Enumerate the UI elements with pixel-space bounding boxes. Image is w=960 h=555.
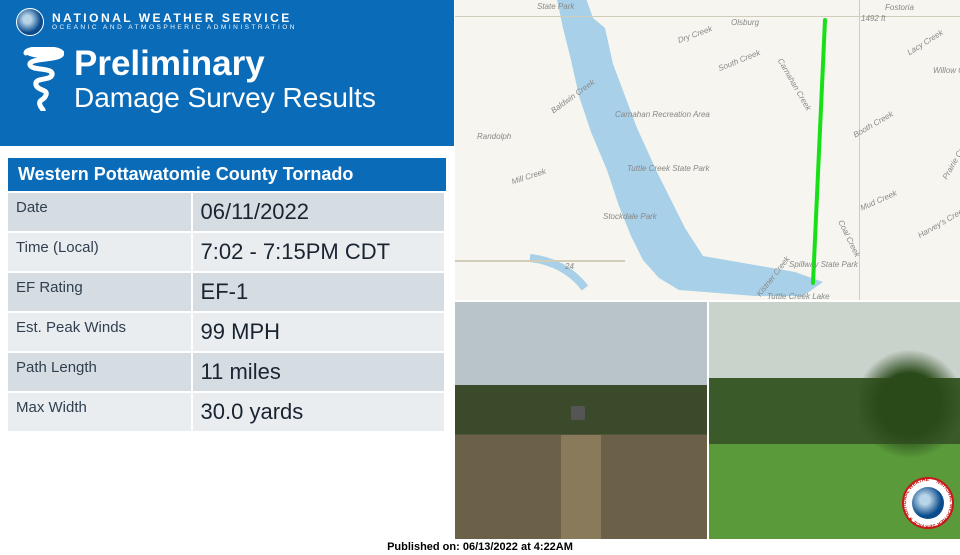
row-value: 30.0 yards — [192, 392, 445, 432]
header-bar: NATIONAL WEATHER SERVICE OCEANIC AND ATM… — [0, 0, 454, 146]
map-label: Randolph — [477, 132, 511, 141]
agency-line: NATIONAL WEATHER SERVICE OCEANIC AND ATM… — [10, 8, 444, 36]
table-row: Est. Peak Winds99 MPH — [8, 312, 445, 352]
row-label: Path Length — [8, 352, 192, 392]
footer-published: Published on: 06/13/2022 at 4:22AM — [0, 539, 960, 555]
row-value: 06/11/2022 — [192, 193, 445, 232]
map-label: Stockdale Park — [603, 212, 657, 221]
agency-name: NATIONAL WEATHER SERVICE — [52, 12, 297, 25]
map-label: 1492 ft — [861, 14, 885, 23]
agency-sub: OCEANIC AND ATMOSPHERIC ADMINISTRATION — [52, 25, 297, 32]
row-value: 7:02 - 7:15PM CDT — [192, 232, 445, 272]
row-label: Est. Peak Winds — [8, 312, 192, 352]
damage-photo-1 — [455, 302, 707, 539]
row-value: 11 miles — [192, 352, 445, 392]
row-label: Max Width — [8, 392, 192, 432]
svg-text:NATIONAL WEATHER SERVICE ★ NAT: NATIONAL WEATHER SERVICE ★ NATIONAL WEAT… — [902, 477, 954, 529]
table-row: Time (Local)7:02 - 7:15PM CDT — [8, 232, 445, 272]
event-title: Western Pottawatomie County Tornado — [8, 158, 446, 193]
map-label: Spillway State Park — [789, 260, 858, 269]
map-label: Olsburg — [731, 18, 759, 27]
table-row: Max Width30.0 yards — [8, 392, 445, 432]
title-line2: Damage Survey Results — [74, 83, 376, 112]
left-panel: NATIONAL WEATHER SERVICE OCEANIC AND ATM… — [0, 0, 454, 555]
title-block: Preliminary Damage Survey Results — [10, 36, 444, 112]
row-value: 99 MPH — [192, 312, 445, 352]
map: State ParkFostoriaOlsburg1492 ftDry Cree… — [455, 0, 960, 300]
tornado-track — [455, 0, 960, 300]
data-table-wrap: Western Pottawatomie County Tornado Date… — [0, 146, 454, 433]
data-table: Date06/11/2022Time (Local)7:02 - 7:15PM … — [8, 193, 446, 433]
table-row: Path Length11 miles — [8, 352, 445, 392]
row-label: Date — [8, 193, 192, 232]
map-panel: State ParkFostoriaOlsburg1492 ftDry Cree… — [455, 0, 960, 300]
map-label: State Park — [537, 2, 574, 11]
map-label: Willow Creek — [933, 66, 960, 75]
tornado-icon — [18, 47, 64, 111]
table-row: Date06/11/2022 — [8, 193, 445, 232]
map-label: Tuttle Creek State Park — [627, 164, 710, 173]
damage-photos — [455, 302, 960, 539]
nws-seal-icon: NATIONAL WEATHER SERVICE ★ NATIONAL WEAT… — [902, 477, 954, 529]
map-label: Tuttle Creek Lake — [767, 292, 830, 300]
title-line1: Preliminary — [74, 46, 376, 83]
row-label: EF Rating — [8, 272, 192, 312]
map-label: 24 — [565, 262, 574, 271]
table-row: EF RatingEF-1 — [8, 272, 445, 312]
noaa-logo-icon — [16, 8, 44, 36]
agency-text: NATIONAL WEATHER SERVICE OCEANIC AND ATM… — [52, 12, 297, 31]
map-label: Fostoria — [885, 3, 914, 12]
title-text: Preliminary Damage Survey Results — [74, 46, 376, 112]
map-label: Carnahan Recreation Area — [615, 110, 710, 119]
row-label: Time (Local) — [8, 232, 192, 272]
row-value: EF-1 — [192, 272, 445, 312]
